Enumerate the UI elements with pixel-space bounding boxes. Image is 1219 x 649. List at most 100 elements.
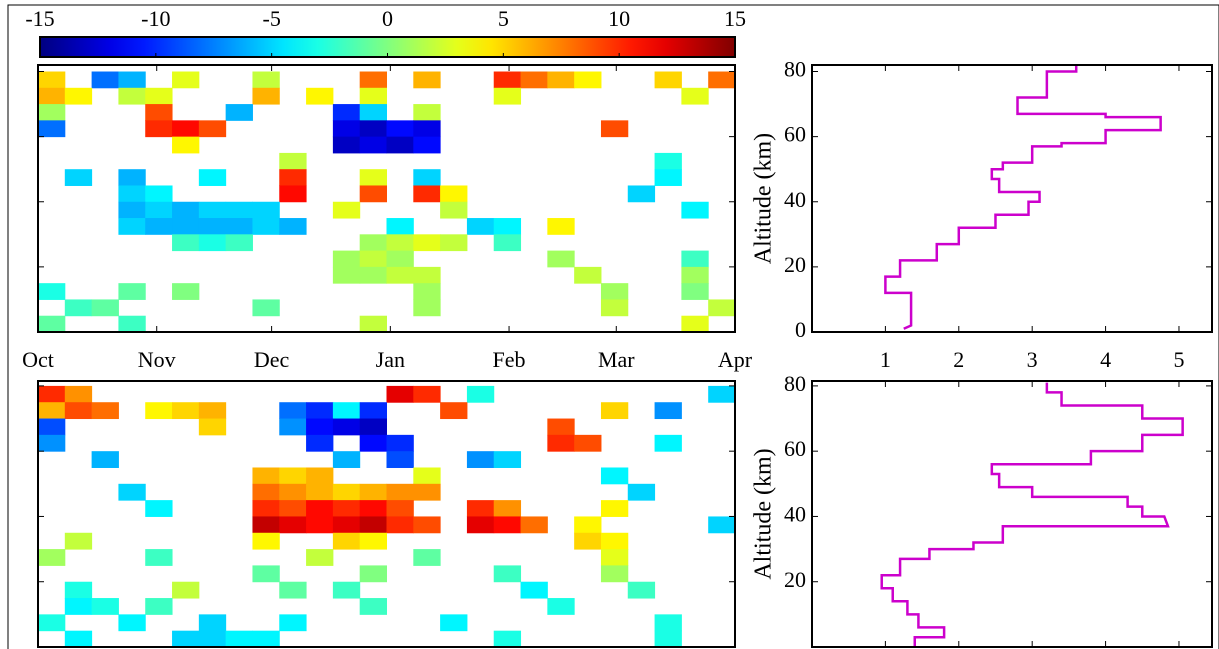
heatmap-cell bbox=[359, 120, 387, 138]
heatmap-cell bbox=[600, 283, 629, 300]
x-tick-label: 1 bbox=[880, 347, 891, 372]
heatmap-cell bbox=[118, 169, 146, 186]
heatmap-cell bbox=[466, 385, 495, 403]
heatmap-cell bbox=[493, 565, 522, 583]
heatmap-cell bbox=[493, 500, 522, 517]
heatmap-cell bbox=[279, 483, 307, 501]
heatmap-cell bbox=[172, 71, 200, 89]
heatmap-cell bbox=[332, 516, 361, 534]
x-tick-label: Apr bbox=[718, 347, 753, 372]
heatmap-cell bbox=[547, 250, 575, 268]
colorbar-tick-label: -10 bbox=[141, 6, 170, 31]
heatmap-cell bbox=[118, 315, 146, 333]
heatmap-cell bbox=[359, 104, 387, 121]
heatmap-cell bbox=[145, 549, 173, 566]
heatmap-cell bbox=[145, 500, 173, 517]
heatmap-cell bbox=[172, 630, 200, 648]
heatmap-cell bbox=[252, 87, 280, 105]
figure-frame bbox=[7, 4, 1219, 649]
heatmap-cell bbox=[386, 385, 414, 403]
colorbar-tick-label: 15 bbox=[724, 6, 746, 31]
y-tick-label: 40 bbox=[784, 187, 806, 212]
panel bbox=[884, 65, 1162, 330]
heatmap-cell bbox=[306, 434, 334, 452]
heatmap-cell bbox=[359, 87, 387, 105]
heatmap-cell bbox=[252, 565, 280, 583]
heatmap-cell bbox=[440, 185, 468, 203]
heatmap-cell bbox=[493, 71, 522, 89]
heatmap-cell bbox=[38, 385, 66, 403]
heatmap-cell bbox=[38, 434, 66, 452]
heatmap-cell bbox=[145, 402, 173, 420]
heatmap-cell bbox=[627, 483, 656, 501]
heatmap-cell bbox=[493, 234, 522, 252]
heatmap-cell bbox=[493, 218, 522, 235]
x-tick-label: Oct bbox=[22, 347, 54, 372]
heatmap-cell bbox=[413, 516, 441, 534]
heatmap-cell bbox=[493, 87, 522, 105]
heatmap-cell bbox=[520, 581, 548, 599]
heatmap-cell bbox=[172, 218, 200, 235]
heatmap-cell bbox=[198, 402, 227, 420]
plot-frame bbox=[811, 380, 1213, 648]
heatmap-cell bbox=[91, 71, 119, 89]
heatmap-cell bbox=[359, 402, 387, 420]
heatmap-cell bbox=[145, 104, 173, 121]
plot-frame bbox=[811, 64, 1213, 333]
heatmap-cell bbox=[359, 185, 387, 203]
x-tick-label: 4 bbox=[1100, 347, 1111, 372]
heatmap-cell bbox=[654, 152, 682, 170]
y-tick-label: 80 bbox=[784, 371, 806, 396]
heatmap-cell bbox=[413, 299, 441, 317]
heatmap-cell bbox=[386, 451, 414, 468]
panel bbox=[38, 71, 736, 333]
heatmap-cell bbox=[306, 467, 334, 485]
heatmap-cell bbox=[359, 532, 387, 550]
y-axis-label: Altitude (km) bbox=[751, 448, 777, 579]
heatmap-cell bbox=[252, 218, 280, 235]
heatmap-cell bbox=[681, 283, 709, 300]
heatmap-cell bbox=[225, 630, 253, 648]
x-tick-label: Mar bbox=[598, 347, 635, 372]
heatmap-cell bbox=[198, 169, 227, 186]
heatmap-cell bbox=[172, 201, 200, 219]
heatmap-cell bbox=[654, 614, 682, 632]
heatmap-cell bbox=[118, 201, 146, 219]
x-tick-label: 3 bbox=[1027, 347, 1038, 372]
heatmap-cell bbox=[413, 483, 441, 501]
heatmap-cell bbox=[332, 483, 361, 501]
heatmap-cell bbox=[145, 120, 173, 138]
colorbar-tick-label: -5 bbox=[263, 6, 281, 31]
heatmap-cell bbox=[493, 451, 522, 468]
heatmap-cell bbox=[466, 218, 495, 235]
x-tick-label: 5 bbox=[1173, 347, 1184, 372]
heatmap-cell bbox=[466, 451, 495, 468]
y-tick-label: 20 bbox=[784, 252, 806, 277]
heatmap-cell bbox=[332, 201, 361, 219]
y-tick-label: 60 bbox=[784, 436, 806, 461]
heatmap-cell bbox=[413, 120, 441, 138]
heatmap-cell bbox=[279, 467, 307, 485]
heatmap-cell bbox=[306, 87, 334, 105]
heatmap-cell bbox=[172, 283, 200, 300]
heatmap-cell bbox=[359, 315, 387, 333]
heatmap-cell bbox=[440, 201, 468, 219]
y-tick-label: 60 bbox=[784, 122, 806, 147]
heatmap-cell bbox=[225, 201, 253, 219]
heatmap-cell bbox=[332, 136, 361, 154]
heatmap-cell bbox=[600, 500, 629, 517]
panel bbox=[880, 382, 1184, 647]
heatmap-cell bbox=[38, 402, 66, 420]
heatmap-cell bbox=[359, 136, 387, 154]
heatmap-cell bbox=[145, 218, 173, 235]
heatmap-cell bbox=[198, 218, 227, 235]
heatmap-cell bbox=[681, 250, 709, 268]
heatmap-cell bbox=[279, 152, 307, 170]
heatmap-cell bbox=[279, 500, 307, 517]
heatmap-cell bbox=[466, 516, 495, 534]
heatmap-cell bbox=[279, 169, 307, 186]
heatmap-cell bbox=[359, 71, 387, 89]
heatmap-cell bbox=[386, 250, 414, 268]
heatmap-cell bbox=[600, 532, 629, 550]
